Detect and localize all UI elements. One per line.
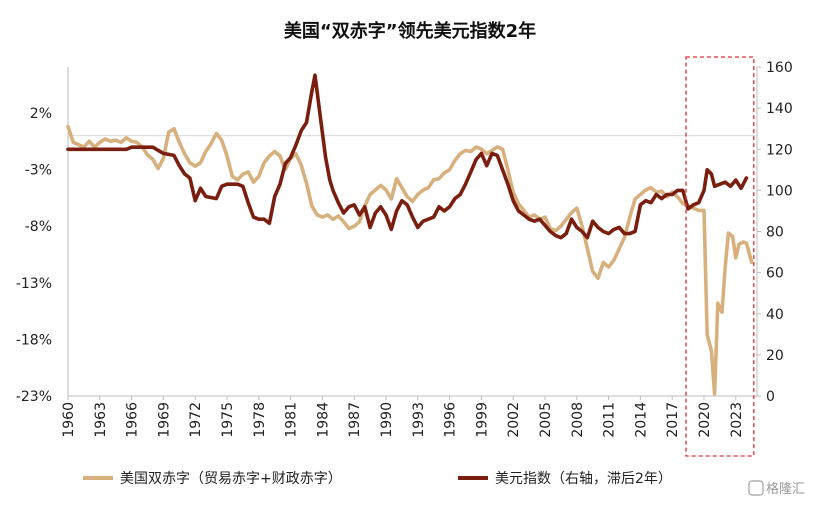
x-tick-label: 1966 <box>125 402 141 438</box>
watermark-icon <box>748 480 764 496</box>
y-right-tick-label: 140 <box>766 101 793 117</box>
watermark-text: 格隆汇 <box>766 481 805 497</box>
x-tick-label: 1969 <box>156 402 172 438</box>
x-tick-label: 1978 <box>252 402 268 438</box>
x-tick-label: 1975 <box>220 402 236 438</box>
legend-label-dxy: 美元指数（右轴，滞后2年） <box>495 471 672 487</box>
x-tick-label: 2011 <box>602 402 618 438</box>
y-left-tick-label: -3% <box>25 163 52 179</box>
series-line-twin-deficit <box>66 124 754 396</box>
legend: 美国双赤字（贸易赤字+财政赤字） 美元指数（右轴，滞后2年） <box>83 471 672 487</box>
legend-label-deficit: 美国双赤字（贸易赤字+财政赤字） <box>120 471 342 487</box>
y-left-tick-label: 2% <box>30 106 52 122</box>
y-left-tick-label: -13% <box>16 276 52 292</box>
x-tick-label: 1993 <box>411 402 427 438</box>
chart-title: 美国“双赤字”领先美元指数2年 <box>284 20 536 42</box>
right-axis-ticks: 160 140 120 100 80 60 40 20 0 <box>757 60 793 405</box>
y-right-tick-label: 120 <box>766 142 793 158</box>
left-axis-ticks: 2% -3% -8% -13% -18% -23% <box>16 106 52 405</box>
x-tick-label: 2002 <box>506 402 522 438</box>
x-tick-label: 1981 <box>284 402 300 438</box>
x-tick-label: 1972 <box>188 402 204 438</box>
plot-area <box>67 67 758 397</box>
x-tick-label: 1990 <box>379 402 395 438</box>
y-right-tick-label: 0 <box>766 389 775 405</box>
x-tick-label: 2020 <box>697 402 713 438</box>
x-tick-label: 2014 <box>633 402 649 438</box>
highlight-box <box>685 56 755 457</box>
x-tick-label: 2008 <box>570 402 586 438</box>
x-tick-label: 2005 <box>538 402 554 438</box>
x-tick-label: 1963 <box>93 402 109 438</box>
watermark: 格隆汇 <box>748 480 805 497</box>
y-right-tick-label: 100 <box>766 183 793 199</box>
x-tick-label: 2023 <box>729 402 745 438</box>
x-tick-label: 1996 <box>443 402 459 438</box>
y-right-tick-label: 20 <box>766 348 784 364</box>
x-tick-label: 1960 <box>61 402 77 438</box>
y-left-tick-label: -23% <box>16 389 52 405</box>
x-tick-label: 2017 <box>665 402 681 438</box>
y-right-tick-label: 80 <box>766 225 784 241</box>
series-layer <box>66 73 754 396</box>
y-right-tick-label: 40 <box>766 307 784 323</box>
x-axis-ticks: 1960 1963 1966 1969 1972 1975 1978 1981 1984 1987… <box>61 396 745 438</box>
x-tick-label: 1984 <box>315 402 331 438</box>
y-right-tick-label: 160 <box>766 60 793 76</box>
x-tick-label: 1999 <box>474 402 490 438</box>
y-right-tick-label: 60 <box>766 266 784 282</box>
y-left-tick-label: -8% <box>25 219 52 235</box>
series-line-dollar-index <box>66 73 749 240</box>
x-tick-label: 1987 <box>347 402 363 438</box>
y-left-tick-label: -18% <box>16 332 52 348</box>
